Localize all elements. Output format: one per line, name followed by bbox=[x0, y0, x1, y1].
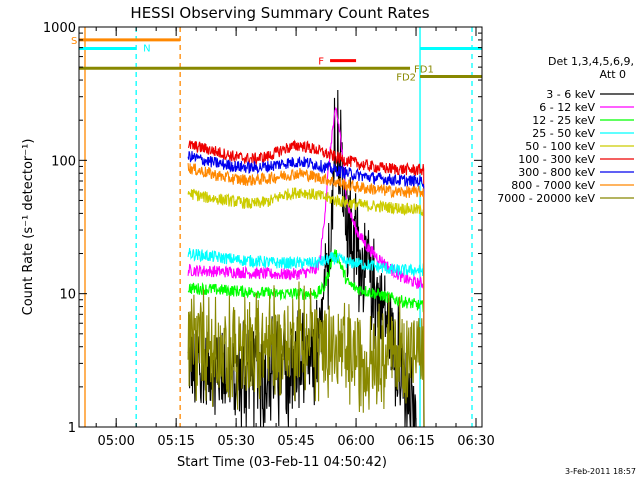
x-tick-label: 06:15 bbox=[397, 434, 434, 449]
legend-label: 6 - 12 keV bbox=[539, 101, 595, 114]
series-line-4 bbox=[187, 187, 425, 428]
x-axis: 05:00 05:15 05:30 05:45 06:00 06:15 06:30 bbox=[95, 27, 495, 449]
x-tick-label: 06:30 bbox=[457, 434, 494, 449]
x-tick-label: 05:45 bbox=[277, 434, 314, 449]
legend-label: 3 - 6 keV bbox=[546, 88, 595, 101]
x-tick-label: 05:30 bbox=[217, 434, 254, 449]
x-tick-label: 05:00 bbox=[97, 434, 134, 449]
y-tick-label: 1 bbox=[68, 421, 76, 436]
flag-label: N bbox=[143, 43, 150, 54]
x-tick-label: 05:15 bbox=[157, 434, 194, 449]
series-line-2 bbox=[187, 249, 425, 428]
flag-label: F bbox=[318, 57, 324, 68]
series-line-7 bbox=[187, 163, 425, 428]
legend-label: 100 - 300 keV bbox=[518, 153, 595, 166]
legend-label: 25 - 50 keV bbox=[532, 127, 595, 140]
legend-label: 12 - 25 keV bbox=[532, 114, 595, 127]
plot-frame bbox=[78, 26, 483, 428]
legend-header-line-2: Att 0 bbox=[600, 68, 626, 81]
series-line-6 bbox=[187, 151, 425, 428]
legend-label: 800 - 7000 keV bbox=[511, 179, 595, 192]
x-tick-label: 06:00 bbox=[337, 434, 374, 449]
x-axis-label: Start Time (03-Feb-11 04:50:42) bbox=[177, 455, 387, 470]
y-tick-label: 10 bbox=[59, 288, 76, 303]
legend-label: 50 - 100 keV bbox=[525, 140, 595, 153]
series-line-8 bbox=[187, 281, 425, 428]
footer-timestamp: 3-Feb-2011 18:57 bbox=[565, 467, 636, 476]
legend-label: 300 - 800 keV bbox=[518, 166, 595, 179]
series-line-5 bbox=[187, 139, 425, 428]
legend-label: 7000 - 20000 keV bbox=[497, 192, 595, 205]
legend-header-line-1: Det 1,3,4,5,6,9, bbox=[548, 55, 634, 68]
flag-label: FD2 bbox=[396, 73, 416, 84]
flag-label: S bbox=[71, 36, 77, 47]
series-line-1 bbox=[187, 106, 425, 428]
y-tick-label: 1000 bbox=[43, 21, 76, 36]
flag-label: FD1 bbox=[414, 64, 434, 75]
chart-title: HESSI Observing Summary Count Rates bbox=[130, 4, 429, 22]
y-axis-label: Count Rate (s⁻¹ detector⁻¹) bbox=[21, 139, 36, 316]
series-line-3 bbox=[187, 247, 425, 428]
y-axis: 1 10 100 1000 bbox=[43, 21, 482, 436]
y-tick-label: 100 bbox=[51, 154, 76, 169]
